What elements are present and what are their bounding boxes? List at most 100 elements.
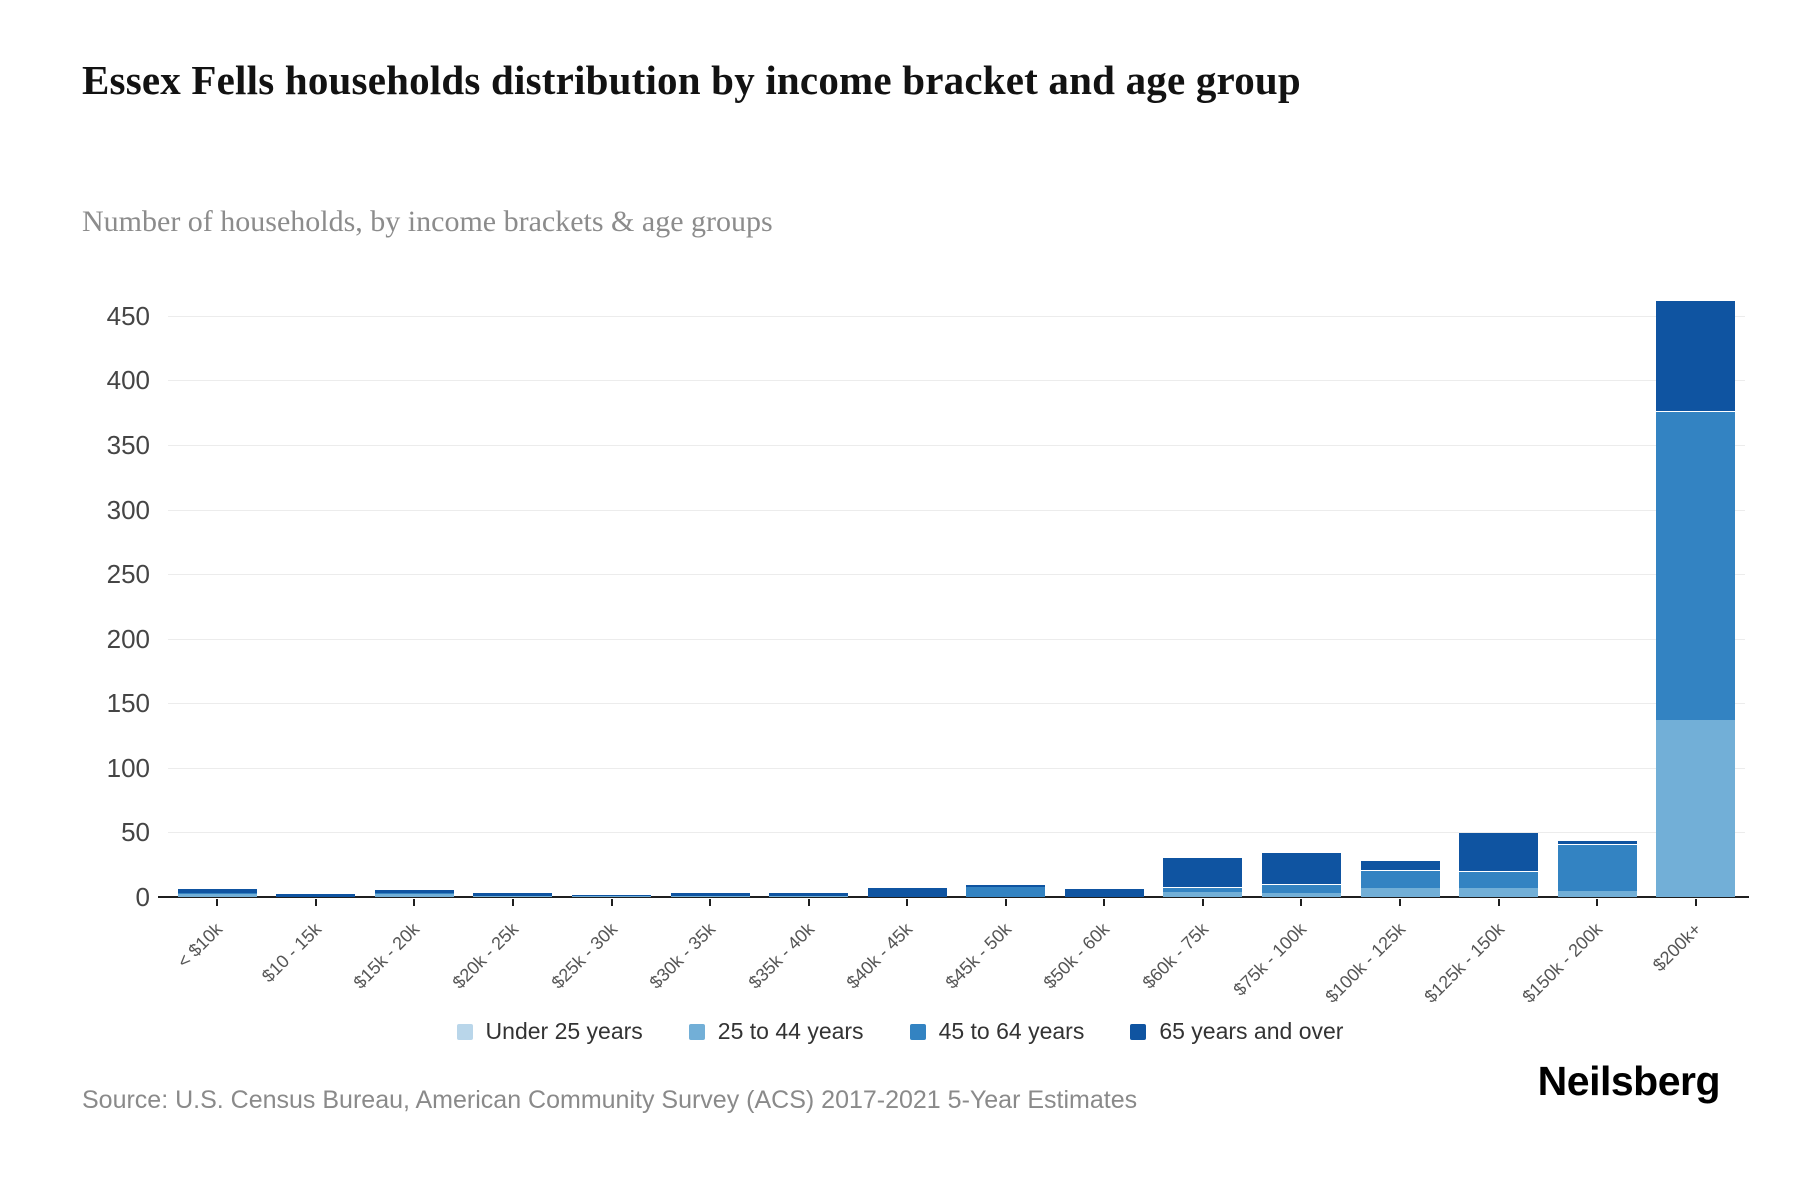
y-tick-label: 200 [106,623,150,654]
legend-label: 25 to 44 years [717,1018,864,1044]
plot-area: 0 50 100 150 200 250 300 350 400 450 [107,277,1749,912]
bar-segment [1656,301,1736,412]
bar-segment [867,887,947,897]
legend-item: Under 25 years [456,1018,643,1045]
y-tick-label: 0 [135,882,150,912]
bar-segment [966,886,1046,897]
bar-segment [670,895,750,897]
x-tick [1596,899,1599,906]
bar-segment [1459,833,1539,872]
bar-segment [374,890,454,894]
y-tick-label: 400 [106,365,150,396]
bar-segment [572,895,652,897]
source-text: Source: U.S. Census Bureau, American Com… [82,1086,1138,1114]
legend-swatch [1130,1023,1147,1040]
bar-segment [1261,893,1341,897]
x-tick [1300,899,1303,906]
bar-45k-50k [966,277,1046,897]
bar-150k-200k [1557,277,1637,897]
bar-35k-40k [769,277,849,897]
bar-200k [1656,277,1736,897]
bar-segment [276,894,356,897]
bar-segment [177,888,257,894]
bar-50k-60k [1064,277,1144,897]
bar-segment [374,894,454,897]
x-tick [1103,899,1106,906]
bar-segment [1459,887,1539,897]
y-tick-label: 450 [106,300,150,331]
x-tick [1201,899,1204,906]
bar-segment [1557,890,1637,897]
x-tick [1497,899,1500,906]
gridline [168,509,1745,511]
bar-segment [769,892,849,896]
bar-segment [1163,857,1243,887]
legend-item: 45 to 64 years [909,1018,1085,1045]
y-tick-label: 350 [106,429,150,460]
x-tick [610,899,613,906]
x-tick [314,899,317,906]
legend-label: Under 25 years [485,1018,643,1044]
bar-segment [1360,870,1440,888]
bar-segment [1360,860,1440,870]
bar-segment [177,893,257,895]
bar-15k-20k [374,277,454,897]
bar-segment [1163,887,1243,892]
x-tick [1399,899,1402,906]
x-tick [906,899,909,906]
bar-125k-150k [1459,277,1539,897]
bar-segment [177,894,257,897]
bar-60k-75k [1163,277,1243,897]
bar-segment [1261,852,1341,885]
bar-segment [1459,872,1539,888]
legend-swatch [909,1023,926,1040]
legend-item: 65 years and over [1130,1018,1343,1045]
legend-swatch [456,1023,473,1040]
x-axis-line [158,896,1749,898]
bar-segment [1360,887,1440,897]
bar-segment [1064,889,1144,897]
y-tick-label: 50 [121,817,150,848]
legend-label: 45 to 64 years [938,1018,1085,1044]
bar-25k-30k [572,277,652,897]
bar-segment [1656,412,1736,721]
bar-segment [473,895,553,897]
bar-segment [374,893,454,895]
bar-10k [177,277,257,897]
gridline [168,380,1745,382]
legend-swatch [688,1023,705,1040]
bar-75k-100k [1261,277,1341,897]
x-tick [216,899,219,906]
gridline [168,638,1745,640]
x-tick [1694,899,1697,906]
legend-item: 25 to 44 years [688,1018,864,1045]
bar-segment [769,895,849,897]
gridline [168,315,1745,317]
x-tick [511,899,514,906]
bar-segment [966,885,1046,887]
x-tick [413,899,416,906]
bar-segment [473,892,553,896]
brand-logo: Neilsberg [1537,1058,1721,1104]
bar-100k-125k [1360,277,1440,897]
chart-subtitle: Number of households, by income brackets… [82,205,773,238]
bar-segment [1656,720,1736,897]
x-axis: < $10k $10 - 15k $15k - 20k $20k - 25k $25k … [168,897,1745,1007]
y-tick-label: 150 [106,688,150,719]
legend: Under 25 years 25 to 44 years 45 to 64 yea… [0,1018,1800,1045]
x-tick [1004,899,1007,906]
bar-segment [1261,885,1341,894]
gridline [168,444,1745,446]
x-tick [807,899,810,906]
bar-segment [1163,891,1243,897]
chart-title: Essex Fells households distribution by i… [82,57,1301,103]
bar-segment [1557,841,1637,845]
x-tick [709,899,712,906]
gridline [168,832,1745,834]
bar-40k-45k [867,277,947,897]
bar-30k-35k [670,277,750,897]
bar-10-15k [276,277,356,897]
y-tick-label: 250 [106,559,150,590]
gridline [168,574,1745,576]
